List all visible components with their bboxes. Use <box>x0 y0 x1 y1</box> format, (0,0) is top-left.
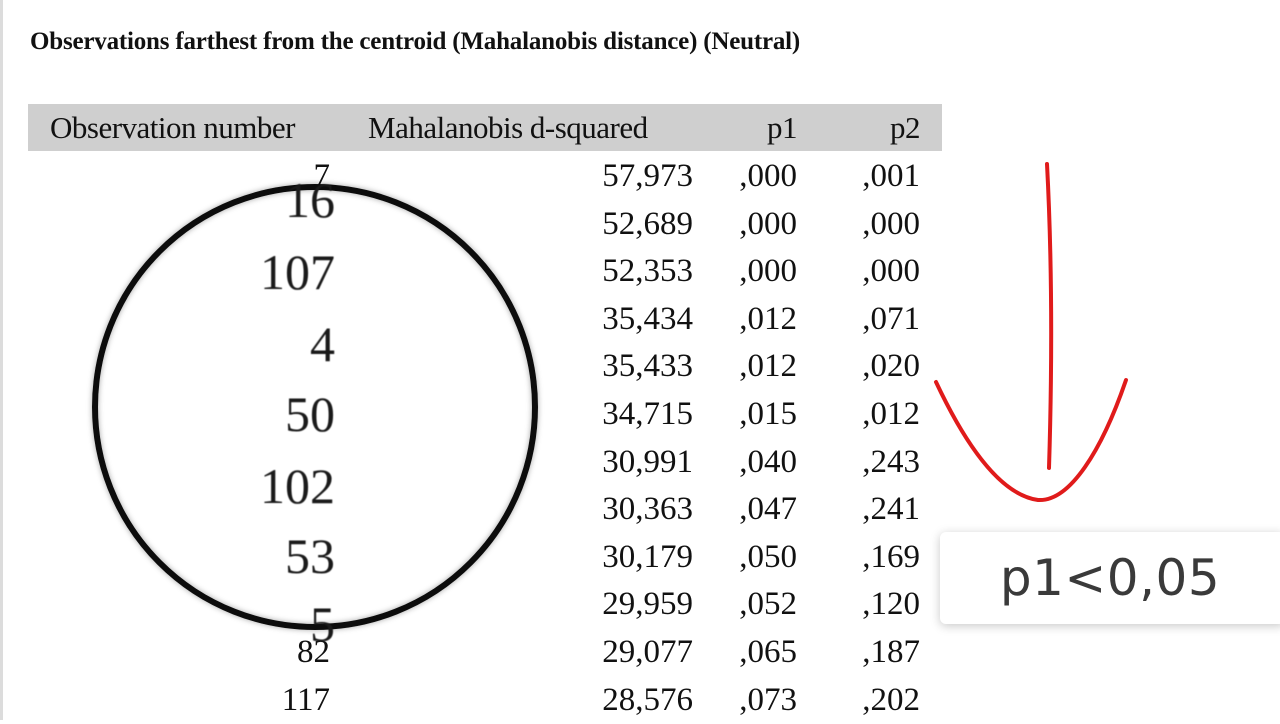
header-observation-number: Observation number <box>50 110 295 145</box>
cell-p1: ,000 <box>739 158 797 194</box>
cell-mahalanobis-d-squared: 30,179 <box>602 539 693 575</box>
cell-p2: ,012 <box>862 396 920 432</box>
cell-mahalanobis-d-squared: 30,991 <box>602 444 693 480</box>
cell-p1: ,065 <box>739 634 797 670</box>
cell-p2: ,241 <box>862 491 920 527</box>
cell-observation-number: 82 <box>297 634 330 670</box>
cell-p2: ,001 <box>862 158 920 194</box>
magnified-value: 107 <box>260 244 335 300</box>
cell-observation-number: 117 <box>281 682 330 718</box>
header-p1: p1 <box>767 110 798 145</box>
cell-mahalanobis-d-squared: 28,576 <box>602 682 693 718</box>
magnified-value: 16 <box>285 172 335 228</box>
cell-mahalanobis-d-squared: 52,689 <box>602 206 693 242</box>
cell-mahalanobis-d-squared: 52,353 <box>602 253 693 289</box>
magnified-value: 53 <box>285 528 335 584</box>
cell-p1: ,012 <box>739 301 797 337</box>
header-mahalanobis-d-squared: Mahalanobis d-squared <box>368 110 648 145</box>
cell-mahalanobis-d-squared: 29,077 <box>602 634 693 670</box>
cell-p1: ,015 <box>739 396 797 432</box>
cell-p2: ,000 <box>862 206 920 242</box>
page-left-border <box>0 0 3 720</box>
cell-p1: ,000 <box>739 253 797 289</box>
annotation-label: p1<0,05 <box>999 549 1221 607</box>
cell-mahalanobis-d-squared: 35,433 <box>602 348 693 384</box>
cell-p2: ,020 <box>862 348 920 384</box>
table-title: Observations farthest from the centroid … <box>30 28 801 55</box>
cell-mahalanobis-d-squared: 29,959 <box>602 586 693 622</box>
cell-p1: ,012 <box>739 348 797 384</box>
magnified-value: 5 <box>310 596 335 652</box>
cell-p2: ,202 <box>862 682 920 718</box>
magnified-value: 4 <box>310 316 335 372</box>
magnified-value: 102 <box>260 458 335 514</box>
cell-mahalanobis-d-squared: 34,715 <box>602 396 693 432</box>
cell-p2: ,120 <box>862 586 920 622</box>
cell-p1: ,052 <box>739 586 797 622</box>
cell-p1: ,040 <box>739 444 797 480</box>
header-p2: p2 <box>890 110 921 145</box>
down-arrow-icon <box>934 162 1128 503</box>
cell-p2: ,000 <box>862 253 920 289</box>
magnified-value: 50 <box>285 386 335 442</box>
cell-p1: ,047 <box>739 491 797 527</box>
cell-p1: ,073 <box>739 682 797 718</box>
annotation-box <box>940 532 1280 624</box>
cell-mahalanobis-d-squared: 35,434 <box>602 301 693 337</box>
cell-mahalanobis-d-squared: 30,363 <box>602 491 693 527</box>
cell-p2: ,071 <box>862 301 920 337</box>
cell-p1: ,050 <box>739 539 797 575</box>
cell-p1: ,000 <box>739 206 797 242</box>
cell-p2: ,187 <box>862 634 920 670</box>
cell-p2: ,169 <box>862 539 920 575</box>
magnifier-circle <box>92 184 538 630</box>
cell-p2: ,243 <box>862 444 920 480</box>
cell-mahalanobis-d-squared: 57,973 <box>602 158 693 194</box>
table-header-bar <box>28 104 942 151</box>
